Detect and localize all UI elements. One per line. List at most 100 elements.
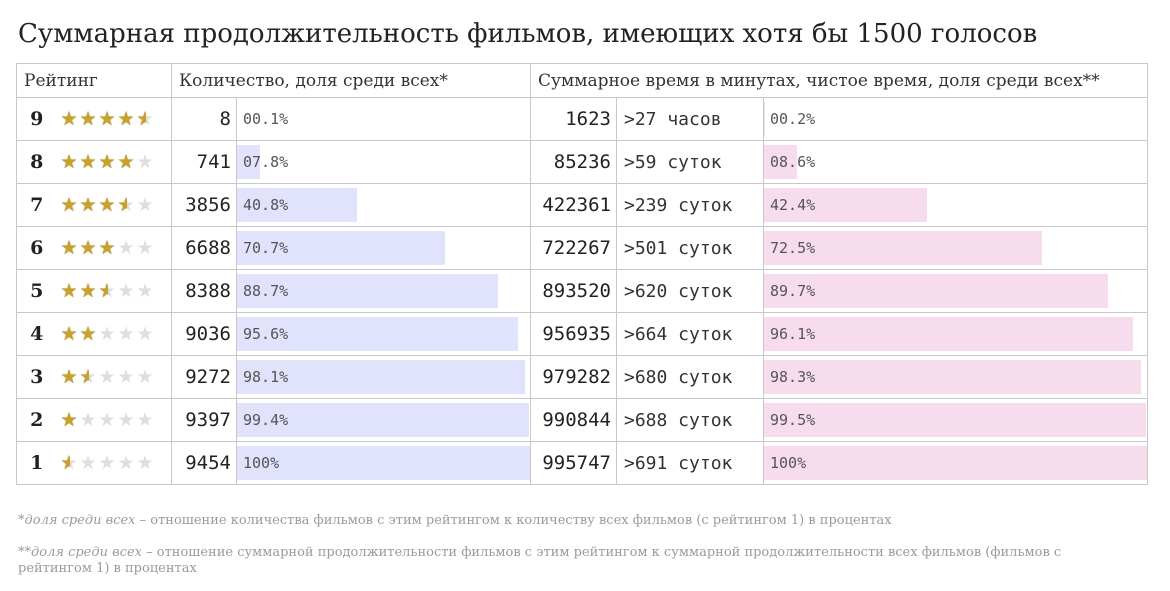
total-minutes: 990844: [530, 398, 617, 442]
count-share-label: 07.8%: [243, 153, 289, 171]
star-icon: ★ ★: [79, 366, 97, 388]
star-icon: ★ ★: [79, 194, 97, 216]
table-row: 4 ★ ★ ★ ★ ★ ★ ★ 9036 95.6% 956935 >664 суток 96.1%: [16, 312, 1148, 356]
star-icon: ★ ★: [117, 194, 135, 216]
star-icon: ★: [136, 194, 154, 216]
rating-value: 6: [16, 226, 57, 270]
star-icon: ★ ★: [60, 151, 78, 173]
count-share-label: 99.4%: [243, 411, 289, 429]
count-share-cell: 99.4%: [236, 398, 531, 442]
count-header: Количество, доля среди всех*: [171, 63, 531, 98]
star-icon: ★ ★: [60, 194, 78, 216]
time-share-cell: 42.4%: [763, 183, 1148, 227]
star-icon: ★: [98, 452, 116, 474]
total-minutes: 422361: [530, 183, 617, 227]
time-share-bar: [764, 274, 1108, 308]
approx-duration: >691 суток: [616, 441, 764, 485]
star-icon: ★: [136, 151, 154, 173]
time-share-bar: [764, 231, 1042, 265]
time-share-cell: 99.5%: [763, 398, 1148, 442]
time-share-label: 89.7%: [770, 282, 816, 300]
approx-duration: >664 суток: [616, 312, 764, 356]
film-count: 9397: [171, 398, 237, 442]
table-row: 6 ★ ★ ★ ★ ★ ★ ★ ★ 6688 70.7% 722267 >501 суток 72.5%: [16, 226, 1148, 270]
film-count: 9036: [171, 312, 237, 356]
time-share-label: 42.4%: [770, 196, 816, 214]
count-share-cell: 95.6%: [236, 312, 531, 356]
table-body: 9 ★ ★ ★ ★ ★ ★ ★ ★ ★ ★ 8 00.1% 1623 >27 часов 00.2% 8 ★ ★ ★ ★…: [16, 97, 1148, 485]
approx-duration: >688 суток: [616, 398, 764, 442]
table-row: 1 ★ ★ ★ ★ ★ ★ 9454 100% 995747 >691 суток 100%: [16, 441, 1148, 485]
rating-value: 7: [16, 183, 57, 227]
count-share-cell: 00.1%: [236, 97, 531, 141]
time-share-cell: 100%: [763, 441, 1148, 485]
star-icon: ★ ★: [98, 194, 116, 216]
star-icon: ★ ★: [79, 237, 97, 259]
star-icon: ★ ★: [98, 151, 116, 173]
rating-value: 9: [16, 97, 57, 141]
star-rating: ★ ★ ★ ★ ★ ★: [56, 441, 172, 485]
star-rating: ★ ★ ★ ★ ★ ★ ★: [56, 355, 172, 399]
time-share-bar: [764, 317, 1133, 351]
star-icon: ★: [136, 452, 154, 474]
star-rating: ★ ★ ★ ★ ★ ★ ★ ★ ★ ★: [56, 97, 172, 141]
count-share-label: 00.1%: [243, 110, 289, 128]
star-icon: ★ ★: [60, 409, 78, 431]
star-icon: ★: [136, 237, 154, 259]
time-share-bar: [764, 360, 1141, 394]
rating-value: 1: [16, 441, 57, 485]
star-icon: ★ ★: [136, 108, 154, 130]
approx-duration: >501 суток: [616, 226, 764, 270]
star-icon: ★: [136, 280, 154, 302]
total-minutes: 85236: [530, 140, 617, 184]
star-icon: ★ ★: [60, 452, 78, 474]
star-icon: ★ ★: [98, 108, 116, 130]
star-icon: ★: [117, 280, 135, 302]
star-icon: ★: [136, 366, 154, 388]
time-share-bar: [764, 102, 765, 136]
count-share-bar: [237, 188, 357, 222]
time-share-label: 99.5%: [770, 411, 816, 429]
film-count: 9272: [171, 355, 237, 399]
count-share-bar: [237, 274, 498, 308]
time-share-label: 08.6%: [770, 153, 816, 171]
footnote-count-text: – отношение количества фильмов с этим ре…: [135, 513, 892, 528]
count-share-bar: [237, 446, 530, 480]
time-share-bar: [764, 188, 927, 222]
header-row: Рейтинг Количество, доля среди всех* Сум…: [16, 63, 1148, 98]
time-header: Суммарное время в минутах, чистое время,…: [530, 63, 1148, 98]
count-share-cell: 98.1%: [236, 355, 531, 399]
star-icon: ★ ★: [60, 366, 78, 388]
star-icon: ★: [136, 409, 154, 431]
star-icon: ★ ★: [79, 108, 97, 130]
footnote-time-term: **доля среди всех: [18, 545, 142, 560]
star-icon: ★ ★: [117, 108, 135, 130]
star-icon: ★: [136, 323, 154, 345]
count-share-bar: [237, 145, 260, 179]
time-share-cell: 89.7%: [763, 269, 1148, 313]
star-icon: ★: [117, 323, 135, 345]
count-share-cell: 70.7%: [236, 226, 531, 270]
rating-value: 5: [16, 269, 57, 313]
star-icon: ★: [98, 409, 116, 431]
film-count: 8: [171, 97, 237, 141]
film-count: 8388: [171, 269, 237, 313]
count-share-label: 98.1%: [243, 368, 289, 386]
film-count: 741: [171, 140, 237, 184]
count-share-bar: [237, 360, 525, 394]
approx-duration: >239 суток: [616, 183, 764, 227]
time-share-label: 00.2%: [770, 110, 816, 128]
rating-value: 4: [16, 312, 57, 356]
star-icon: ★ ★: [98, 280, 116, 302]
count-share-label: 40.8%: [243, 196, 289, 214]
film-count: 9454: [171, 441, 237, 485]
total-minutes: 893520: [530, 269, 617, 313]
star-icon: ★: [79, 409, 97, 431]
approx-duration: >680 суток: [616, 355, 764, 399]
time-share-label: 72.5%: [770, 239, 816, 257]
star-icon: ★ ★: [60, 108, 78, 130]
star-rating: ★ ★ ★ ★ ★ ★ ★ ★: [56, 269, 172, 313]
rating-header: Рейтинг: [16, 63, 172, 98]
star-rating: ★ ★ ★ ★ ★ ★ ★: [56, 312, 172, 356]
star-icon: ★: [117, 409, 135, 431]
